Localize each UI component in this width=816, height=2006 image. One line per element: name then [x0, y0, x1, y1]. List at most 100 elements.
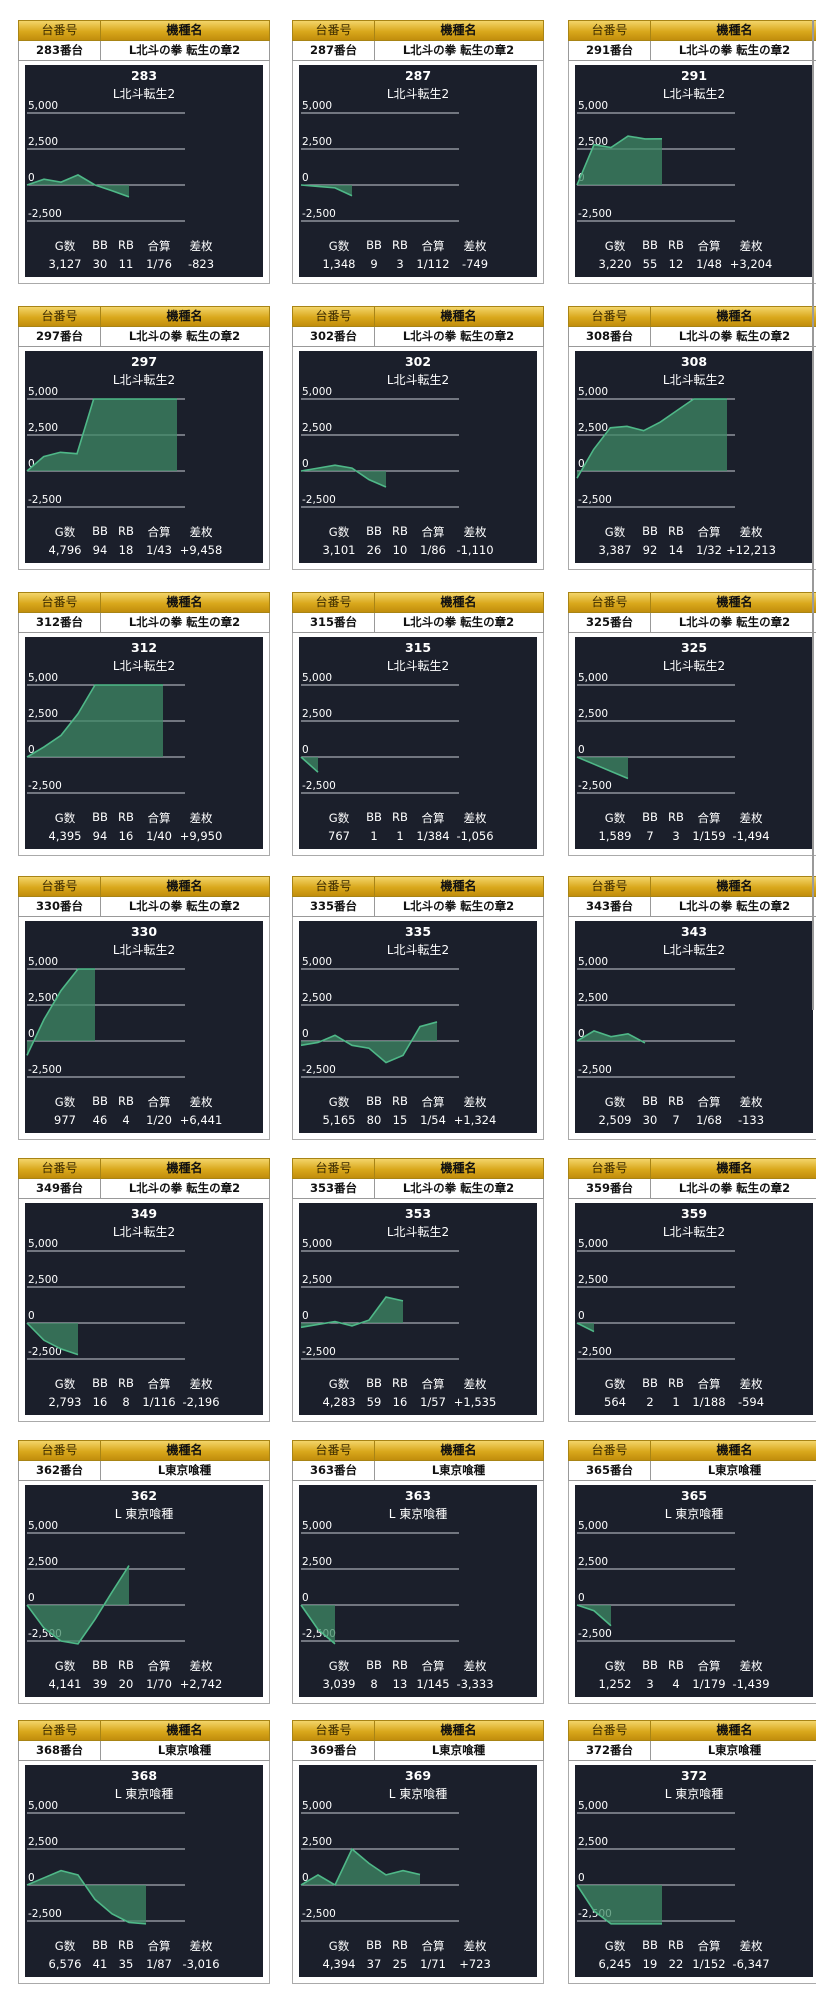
unit-number[interactable]: 312番台: [19, 613, 101, 632]
y-tick-label: -2,500: [28, 780, 62, 792]
machine-name[interactable]: L北斗の拳 転生の章2: [402, 43, 515, 57]
slump-line: [576, 1030, 646, 1044]
stat-ratio: 1/68: [696, 1113, 722, 1127]
unit-number[interactable]: 335番台: [293, 897, 375, 916]
machine-card[interactable]: 台番号 機種名 308番台 L北斗の拳 転生の章2 5,000 2,500 0 -2,500 3…: [568, 306, 816, 570]
machine-name[interactable]: L北斗の拳 転生の章2: [402, 615, 515, 629]
stat-label: 合算: [697, 239, 721, 253]
machine-card[interactable]: 台番号 機種名 365番台 L東京喰種 5,000 2,500 0 -2,500 365 L 東京…: [568, 1440, 816, 1704]
unit-number[interactable]: 287番台: [293, 41, 375, 60]
machine-card[interactable]: 台番号 機種名 368番台 L東京喰種 5,000 2,500 0 -2,500 368 L 東京…: [18, 1720, 270, 1984]
slump-line: [26, 1869, 147, 1925]
unit-number[interactable]: 368番台: [19, 1741, 101, 1760]
machine-card[interactable]: 台番号 機種名 343番台 L北斗の拳 転生の章2 5,000 2,500 0 -2,500 3…: [568, 876, 816, 1140]
machine-card[interactable]: 台番号 機種名 330番台 L北斗の拳 転生の章2 5,000 2,500 0 -2,500 3…: [18, 876, 270, 1140]
unit-number[interactable]: 369番台: [293, 1741, 375, 1760]
machine-card[interactable]: 台番号 機種名 325番台 L北斗の拳 転生の章2 5,000 2,500 0 -2,500 3…: [568, 592, 816, 856]
slump-graph[interactable]: 5,000 2,500 0 -2,500 302 L北斗転生2 G数 BB RB 合算 差枚 3,10…: [299, 351, 537, 563]
unit-number[interactable]: 315番台: [293, 613, 375, 632]
stat-label: G数: [54, 239, 76, 253]
slump-graph[interactable]: 5,000 2,500 0 -2,500 287 L北斗転生2 G数 BB RB 合算 差枚 1,34…: [299, 65, 537, 277]
machine-card[interactable]: 台番号 機種名 312番台 L北斗の拳 転生の章2 5,000 2,500 0 -2,500 3…: [18, 592, 270, 856]
machine-card[interactable]: 台番号 機種名 363番台 L東京喰種 5,000 2,500 0 -2,500 363 L 東京…: [292, 1440, 544, 1704]
unit-number[interactable]: 283番台: [19, 41, 101, 60]
slump-graph[interactable]: 5,000 2,500 0 -2,500 308 L北斗転生2 G数 BB RB 合算 差枚 3,38…: [575, 351, 813, 563]
machine-card[interactable]: 台番号 機種名 353番台 L北斗の拳 転生の章2 5,000 2,500 0 -2,500 3…: [292, 1158, 544, 1422]
machine-card[interactable]: 台番号 機種名 287番台 L北斗の拳 転生の章2 5,000 2,500 0 -2,500 2…: [292, 20, 544, 284]
slump-graph[interactable]: 5,000 2,500 0 -2,500 315 L北斗転生2 G数 BB RB 合算 差枚 767 1…: [299, 637, 537, 849]
y-tick-label: 5,000: [578, 672, 608, 684]
machine-name[interactable]: L北斗の拳 転生の章2: [128, 899, 241, 913]
slump-graph[interactable]: 5,000 2,500 0 -2,500 312 L北斗転生2 G数 BB RB 合算 差枚 4,39…: [25, 637, 263, 849]
machine-card[interactable]: 台番号 機種名 335番台 L北斗の拳 転生の章2 5,000 2,500 0 -2,500 3…: [292, 876, 544, 1140]
unit-number[interactable]: 349番台: [19, 1179, 101, 1198]
slump-area: [301, 1849, 420, 1885]
slump-graph[interactable]: 5,000 2,500 0 -2,500 335 L北斗転生2 G数 BB RB 合算 差枚 5,16…: [299, 921, 537, 1133]
header-name-label: 機種名: [440, 879, 477, 893]
machine-name[interactable]: L北斗の拳 転生の章2: [128, 329, 241, 343]
machine-name[interactable]: L東京喰種: [707, 1743, 762, 1757]
machine-name[interactable]: L北斗の拳 転生の章2: [678, 899, 791, 913]
machine-name[interactable]: L北斗の拳 転生の章2: [678, 1181, 791, 1195]
machine-name[interactable]: L北斗の拳 転生の章2: [402, 899, 515, 913]
machine-card[interactable]: 台番号 機種名 283番台 L北斗の拳 転生の章2 5,000 2,500 0 -2,500 2…: [18, 20, 270, 284]
unit-number[interactable]: 353番台: [293, 1179, 375, 1198]
machine-card[interactable]: 台番号 機種名 297番台 L北斗の拳 転生の章2 5,000 2,500 0 -2,500 2…: [18, 306, 270, 570]
slump-graph[interactable]: 5,000 2,500 0 -2,500 372 L 東京喰種 G数 BB RB 合算 差枚 6,24…: [575, 1765, 813, 1977]
unit-number[interactable]: 325番台: [569, 613, 651, 632]
machine-name[interactable]: L北斗の拳 転生の章2: [678, 43, 791, 57]
stat-rb: 13: [392, 1677, 408, 1691]
header-name-label: 機種名: [716, 1443, 753, 1457]
machine-name[interactable]: L北斗の拳 転生の章2: [128, 1181, 241, 1195]
machine-card[interactable]: 台番号 機種名 349番台 L北斗の拳 転生の章2 5,000 2,500 0 -2,500 3…: [18, 1158, 270, 1422]
machine-name[interactable]: L北斗の拳 転生の章2: [402, 329, 515, 343]
unit-number[interactable]: 372番台: [569, 1741, 651, 1760]
machine-card[interactable]: 台番号 機種名 362番台 L東京喰種 5,000 2,500 0 -2,500 362 L 東京…: [18, 1440, 270, 1704]
machine-name[interactable]: L北斗の拳 転生の章2: [402, 1181, 515, 1195]
scrollbar[interactable]: [812, 20, 814, 1010]
unit-number[interactable]: 343番台: [569, 897, 651, 916]
slump-graph[interactable]: 5,000 2,500 0 -2,500 353 L北斗転生2 G数 BB RB 合算 差枚 4,28…: [299, 1203, 537, 1415]
unit-number[interactable]: 363番台: [293, 1461, 375, 1480]
stat-games: 4,394: [322, 1957, 356, 1971]
machine-card[interactable]: 台番号 機種名 302番台 L北斗の拳 転生の章2 5,000 2,500 0 -2,500 3…: [292, 306, 544, 570]
y-tick-label: 2,500: [28, 708, 58, 720]
slump-graph[interactable]: 5,000 2,500 0 -2,500 368 L 東京喰種 G数 BB RB 合算 差枚 6,57…: [25, 1765, 263, 1977]
machine-name[interactable]: L北斗の拳 転生の章2: [678, 615, 791, 629]
slump-graph[interactable]: 5,000 2,500 0 -2,500 359 L北斗転生2 G数 BB RB 合算 差枚 564 2…: [575, 1203, 813, 1415]
machine-name[interactable]: L北斗の拳 転生の章2: [678, 329, 791, 343]
unit-number[interactable]: 302番台: [293, 327, 375, 346]
unit-number[interactable]: 291番台: [569, 41, 651, 60]
unit-number[interactable]: 308番台: [569, 327, 651, 346]
machine-name[interactable]: L北斗の拳 転生の章2: [128, 615, 241, 629]
machine-card[interactable]: 台番号 機種名 369番台 L東京喰種 5,000 2,500 0 -2,500 369 L 東京…: [292, 1720, 544, 1984]
machine-card[interactable]: 台番号 機種名 315番台 L北斗の拳 転生の章2 5,000 2,500 0 -2,500 3…: [292, 592, 544, 856]
unit-number[interactable]: 365番台: [569, 1461, 651, 1480]
slump-graph[interactable]: 5,000 2,500 0 -2,500 365 L 東京喰種 G数 BB RB 合算 差枚 1,25…: [575, 1485, 813, 1697]
machine-name[interactable]: L東京喰種: [157, 1463, 212, 1477]
slump-graph[interactable]: 5,000 2,500 0 -2,500 349 L北斗転生2 G数 BB RB 合算 差枚 2,79…: [25, 1203, 263, 1415]
slump-graph[interactable]: 5,000 2,500 0 -2,500 297 L北斗転生2 G数 BB RB 合算 差枚 4,79…: [25, 351, 263, 563]
unit-number[interactable]: 362番台: [19, 1461, 101, 1480]
machine-name[interactable]: L北斗の拳 転生の章2: [128, 43, 241, 57]
slump-graph[interactable]: 5,000 2,500 0 -2,500 363 L 東京喰種 G数 BB RB 合算 差枚 3,03…: [299, 1485, 537, 1697]
unit-number[interactable]: 297番台: [19, 327, 101, 346]
slump-graph[interactable]: 5,000 2,500 0 -2,500 362 L 東京喰種 G数 BB RB 合算 差枚 4,14…: [25, 1485, 263, 1697]
machine-card[interactable]: 台番号 機種名 372番台 L東京喰種 5,000 2,500 0 -2,500 372 L 東京…: [568, 1720, 816, 1984]
slump-graph[interactable]: 5,000 2,500 0 -2,500 325 L北斗転生2 G数 BB RB 合算 差枚 1,58…: [575, 637, 813, 849]
unit-number[interactable]: 359番台: [569, 1179, 651, 1198]
machine-card[interactable]: 台番号 機種名 359番台 L北斗の拳 転生の章2 5,000 2,500 0 -2,500 3…: [568, 1158, 816, 1422]
machine-name[interactable]: L東京喰種: [707, 1463, 762, 1477]
stat-label: RB: [392, 1938, 408, 1952]
unit-number[interactable]: 330番台: [19, 897, 101, 916]
machine-name[interactable]: L東京喰種: [431, 1463, 486, 1477]
slump-graph[interactable]: 5,000 2,500 0 -2,500 330 L北斗転生2 G数 BB RB 合算 差枚 977 4…: [25, 921, 263, 1133]
machine-name[interactable]: L東京喰種: [431, 1743, 486, 1757]
slump-graph[interactable]: 5,000 2,500 0 -2,500 283 L北斗転生2 G数 BB RB 合算 差枚 3,12…: [25, 65, 263, 277]
machine-name[interactable]: L東京喰種: [157, 1743, 212, 1757]
slump-graph[interactable]: 5,000 2,500 0 -2,500 369 L 東京喰種 G数 BB RB 合算 差枚 4,39…: [299, 1765, 537, 1977]
slump-area: [301, 185, 352, 196]
slump-graph[interactable]: 5,000 2,500 0 -2,500 343 L北斗転生2 G数 BB RB 合算 差枚 2,50…: [575, 921, 813, 1133]
